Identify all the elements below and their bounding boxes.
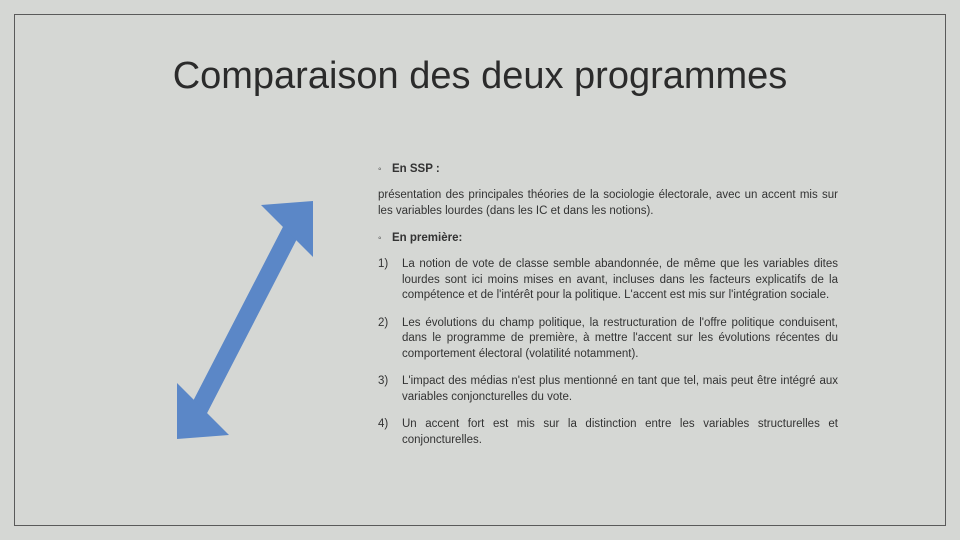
bullet-ssp: ◦ En SSP : bbox=[378, 162, 838, 178]
bullet-premiere: ◦ En première: bbox=[378, 231, 838, 247]
item-number: 1) bbox=[378, 257, 402, 304]
item-number: 4) bbox=[378, 417, 402, 448]
content-area: ◦ En SSP : présentation des principales … bbox=[378, 162, 838, 460]
list-item: 2) Les évolutions du champ politique, la… bbox=[378, 316, 838, 363]
list-item: 4) Un accent fort est mis sur la distinc… bbox=[378, 417, 838, 448]
item-number: 2) bbox=[378, 316, 402, 363]
double-arrow-icon bbox=[165, 195, 325, 445]
item-text: Les évolutions du champ politique, la re… bbox=[402, 316, 838, 363]
list-item: 1) La notion de vote de classe semble ab… bbox=[378, 257, 838, 304]
ssp-paragraph: présentation des principales théories de… bbox=[378, 188, 838, 219]
premiere-label: En première: bbox=[392, 231, 462, 247]
bullet-dot: ◦ bbox=[378, 231, 392, 247]
item-text: La notion de vote de classe semble aband… bbox=[402, 257, 838, 304]
list-item: 3) L'impact des médias n'est plus mentio… bbox=[378, 374, 838, 405]
slide-title: Comparaison des deux programmes bbox=[0, 55, 960, 98]
item-text: L'impact des médias n'est plus mentionné… bbox=[402, 374, 838, 405]
bullet-dot: ◦ bbox=[378, 162, 392, 178]
ssp-label: En SSP : bbox=[392, 162, 440, 178]
item-number: 3) bbox=[378, 374, 402, 405]
item-text: Un accent fort est mis sur la distinctio… bbox=[402, 417, 838, 448]
